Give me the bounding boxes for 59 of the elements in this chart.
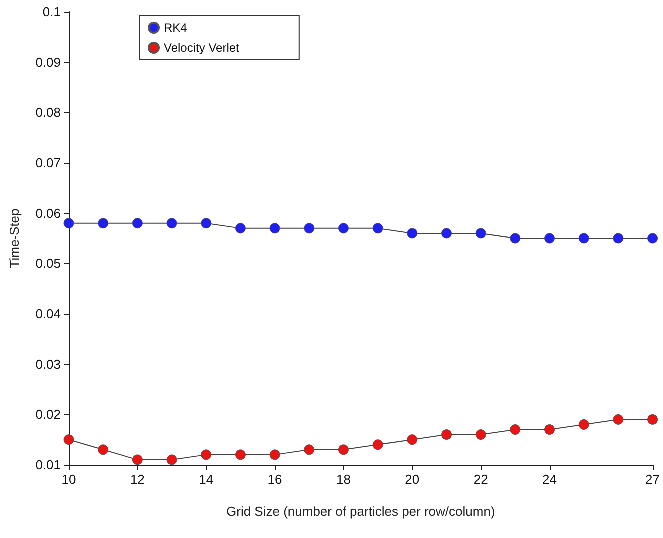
point <box>407 434 418 446</box>
point <box>441 228 452 239</box>
point <box>613 233 624 244</box>
x-tick-label: 24 <box>542 472 557 487</box>
y-tick-label: 0.09 <box>36 54 61 70</box>
x-tick-label: 14 <box>199 472 214 487</box>
point <box>98 444 109 456</box>
point <box>201 218 212 229</box>
point <box>372 440 384 450</box>
point <box>132 454 143 466</box>
point <box>304 223 315 234</box>
point <box>476 228 486 239</box>
point <box>476 430 486 440</box>
y-tick-label: 0.07 <box>36 156 61 170</box>
point <box>166 454 178 466</box>
x-tick-label: 22 <box>474 472 488 487</box>
point <box>544 424 555 436</box>
x-axis-title: Grid Size (number of particles per row/column) <box>226 504 496 519</box>
y-tick-label: 0.03 <box>36 356 61 372</box>
point <box>201 450 212 460</box>
x-tick-label: 12 <box>130 472 145 487</box>
point <box>441 430 452 440</box>
point <box>578 233 590 244</box>
y-tick-label: 0.05 <box>36 256 61 272</box>
x-tick-label: 27 <box>646 472 660 487</box>
legend-label: RK4 <box>164 21 188 35</box>
point <box>407 228 418 239</box>
point <box>98 218 109 229</box>
y-tick-label: 0.1 <box>42 4 61 20</box>
legend-label: Velocity Verlet <box>164 41 240 55</box>
y-tick-label: 0.01 <box>36 458 61 472</box>
point <box>613 414 624 425</box>
y-tick-label: 0.06 <box>36 206 61 221</box>
point <box>235 450 246 460</box>
x-tick-label: 16 <box>268 472 282 487</box>
point <box>372 223 384 234</box>
y-tick-label: 0.08 <box>36 105 61 120</box>
point <box>235 223 246 234</box>
point <box>578 419 590 430</box>
x-tick-label: 18 <box>336 472 351 487</box>
point <box>270 223 280 234</box>
point <box>132 218 143 229</box>
point <box>510 233 521 244</box>
point <box>338 444 349 456</box>
x-tick-label: 20 <box>405 472 420 487</box>
point <box>338 223 349 234</box>
y-tick-label: 0.02 <box>36 407 61 422</box>
x-tick-label: 10 <box>62 472 76 487</box>
y-tick-label: 0.04 <box>36 306 61 322</box>
point <box>64 218 74 229</box>
point <box>648 233 658 244</box>
y-axis-title: Time-Step <box>7 208 22 268</box>
point <box>270 450 280 460</box>
point <box>544 233 555 244</box>
point <box>648 414 658 425</box>
point <box>304 444 315 456</box>
point <box>510 424 521 436</box>
point <box>166 218 178 229</box>
point <box>64 434 74 446</box>
